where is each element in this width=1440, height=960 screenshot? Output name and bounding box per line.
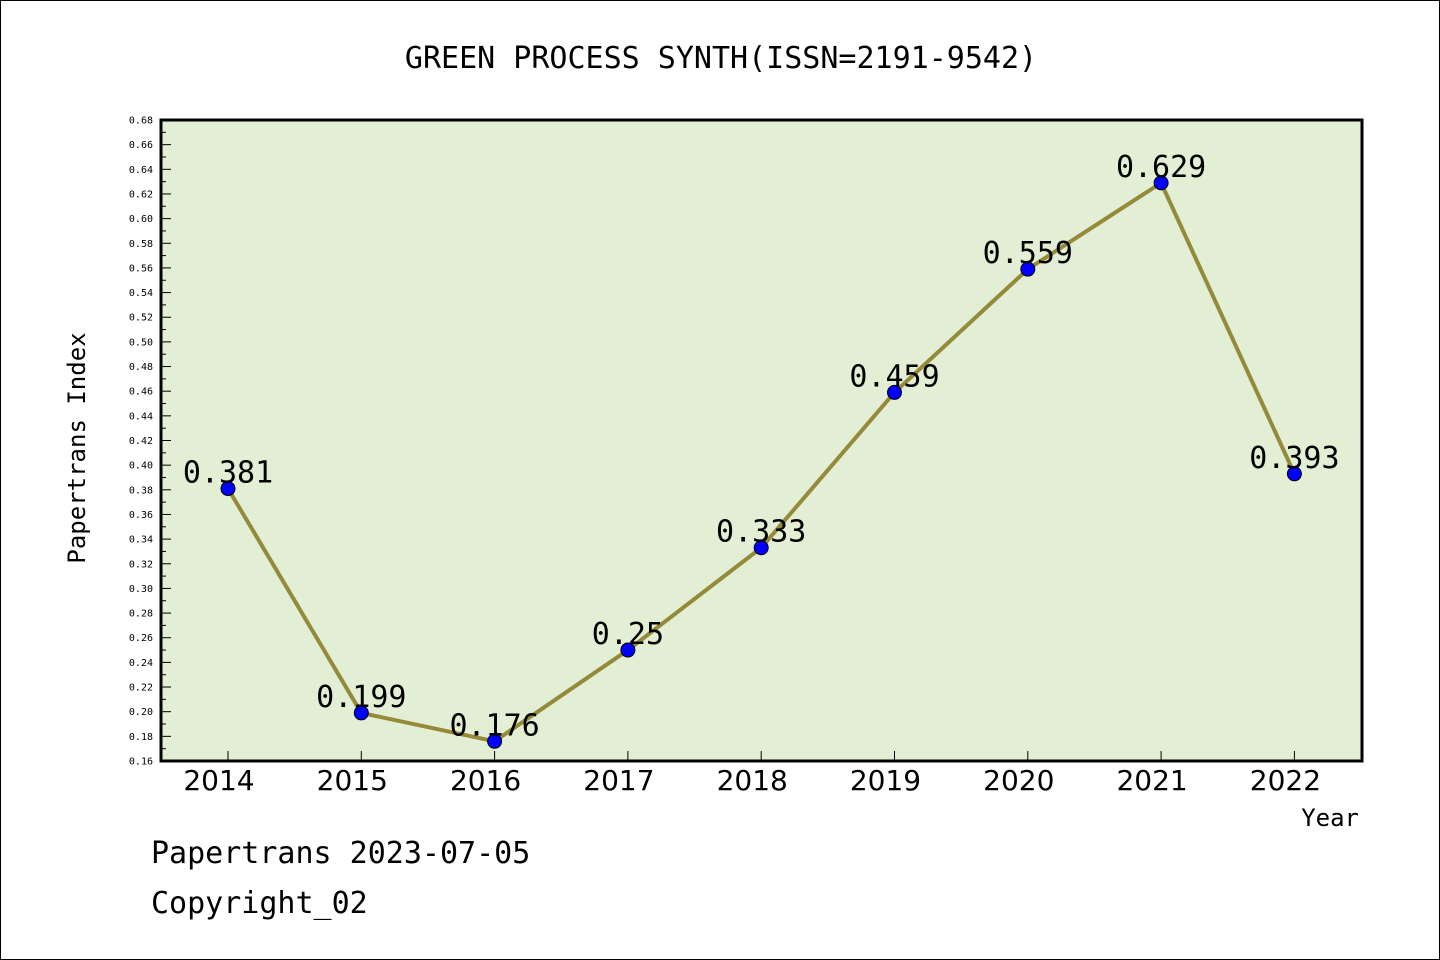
y-tick-label: 0.52 bbox=[129, 313, 153, 324]
data-label: 0.629 bbox=[1116, 150, 1206, 185]
data-label: 0.176 bbox=[449, 708, 539, 743]
y-tick-label: 0.44 bbox=[129, 411, 153, 422]
x-tick-label: 2014 bbox=[183, 764, 254, 797]
data-labels: 0.381 0.199 0.176 0.25 0.333 0.459 0.559 0.629 0… bbox=[183, 150, 1340, 743]
y-tick-label: 0.48 bbox=[129, 362, 153, 373]
chart-title: GREEN PROCESS SYNTH(ISSN=2191-9542) bbox=[405, 41, 1037, 76]
x-tick-label: 2021 bbox=[1116, 764, 1187, 797]
plot-area bbox=[159, 118, 1364, 763]
y-tick-label: 0.34 bbox=[129, 535, 153, 546]
data-point bbox=[220, 481, 236, 497]
x-tick-label: 2017 bbox=[583, 764, 654, 797]
x-tick-label: 2020 bbox=[983, 764, 1054, 797]
footer-date: Papertrans 2023-07-05 bbox=[151, 836, 531, 871]
series-line-group bbox=[220, 175, 1302, 749]
data-point bbox=[487, 733, 503, 749]
x-tick-label: 2015 bbox=[317, 764, 388, 797]
y-axis: 0.16 0.18 0.20 0.22 0.24 0.26 0.28 0.30 0.32 0.34… bbox=[129, 116, 171, 768]
data-label: 0.381 bbox=[183, 456, 273, 491]
y-tick-label: 0.18 bbox=[129, 732, 153, 743]
y-tick-label: 0.40 bbox=[129, 461, 153, 472]
data-label: 0.459 bbox=[849, 359, 939, 394]
y-tick-label: 0.20 bbox=[129, 707, 153, 718]
data-point bbox=[1153, 175, 1169, 191]
data-point bbox=[1286, 466, 1302, 482]
y-tick-label: 0.64 bbox=[129, 165, 153, 176]
data-label: 0.333 bbox=[716, 515, 806, 550]
x-axis-title: Year bbox=[1301, 804, 1359, 832]
data-point bbox=[753, 540, 769, 556]
y-tick-label: 0.46 bbox=[129, 387, 153, 398]
y-tick-label: 0.26 bbox=[129, 633, 153, 644]
footer-copyright: Copyright_02 bbox=[151, 886, 368, 921]
data-point bbox=[1020, 261, 1036, 277]
y-tick-label: 0.68 bbox=[129, 116, 153, 127]
x-tick-label: 2018 bbox=[717, 764, 788, 797]
y-tick-label: 0.30 bbox=[129, 584, 153, 595]
data-point bbox=[353, 705, 369, 721]
data-point bbox=[887, 384, 902, 400]
y-tick-label: 0.50 bbox=[129, 337, 153, 348]
y-tick-label: 0.56 bbox=[129, 263, 153, 274]
x-tick-label: 2019 bbox=[850, 764, 921, 797]
y-tick-label: 0.58 bbox=[129, 239, 153, 250]
y-tick-label: 0.32 bbox=[129, 559, 153, 570]
data-label: 0.393 bbox=[1249, 441, 1339, 476]
y-tick-label: 0.28 bbox=[129, 609, 153, 620]
data-label: 0.25 bbox=[592, 617, 664, 652]
y-tick-label: 0.24 bbox=[129, 658, 153, 669]
y-tick-label: 0.22 bbox=[129, 683, 153, 694]
y-tick-label: 0.60 bbox=[129, 214, 153, 225]
x-tick-label: 2016 bbox=[450, 764, 521, 797]
y-axis-title: Papertrans Index bbox=[63, 332, 91, 563]
y-tick-label: 0.54 bbox=[129, 288, 153, 299]
data-label: 0.559 bbox=[983, 236, 1073, 271]
y-tick-label: 0.38 bbox=[129, 485, 153, 496]
y-tick-label: 0.42 bbox=[129, 436, 153, 447]
x-axis: 2014 2015 2016 2017 2018 2019 2020 2021 2022 bbox=[183, 751, 1321, 797]
data-label: 0.199 bbox=[316, 680, 406, 715]
y-tick-label: 0.66 bbox=[129, 140, 153, 151]
y-tick-label: 0.16 bbox=[129, 757, 153, 768]
y-tick-label: 0.36 bbox=[129, 510, 153, 521]
x-tick-label: 2022 bbox=[1250, 764, 1321, 797]
y-tick-label: 0.62 bbox=[129, 189, 153, 200]
data-point bbox=[620, 642, 636, 658]
